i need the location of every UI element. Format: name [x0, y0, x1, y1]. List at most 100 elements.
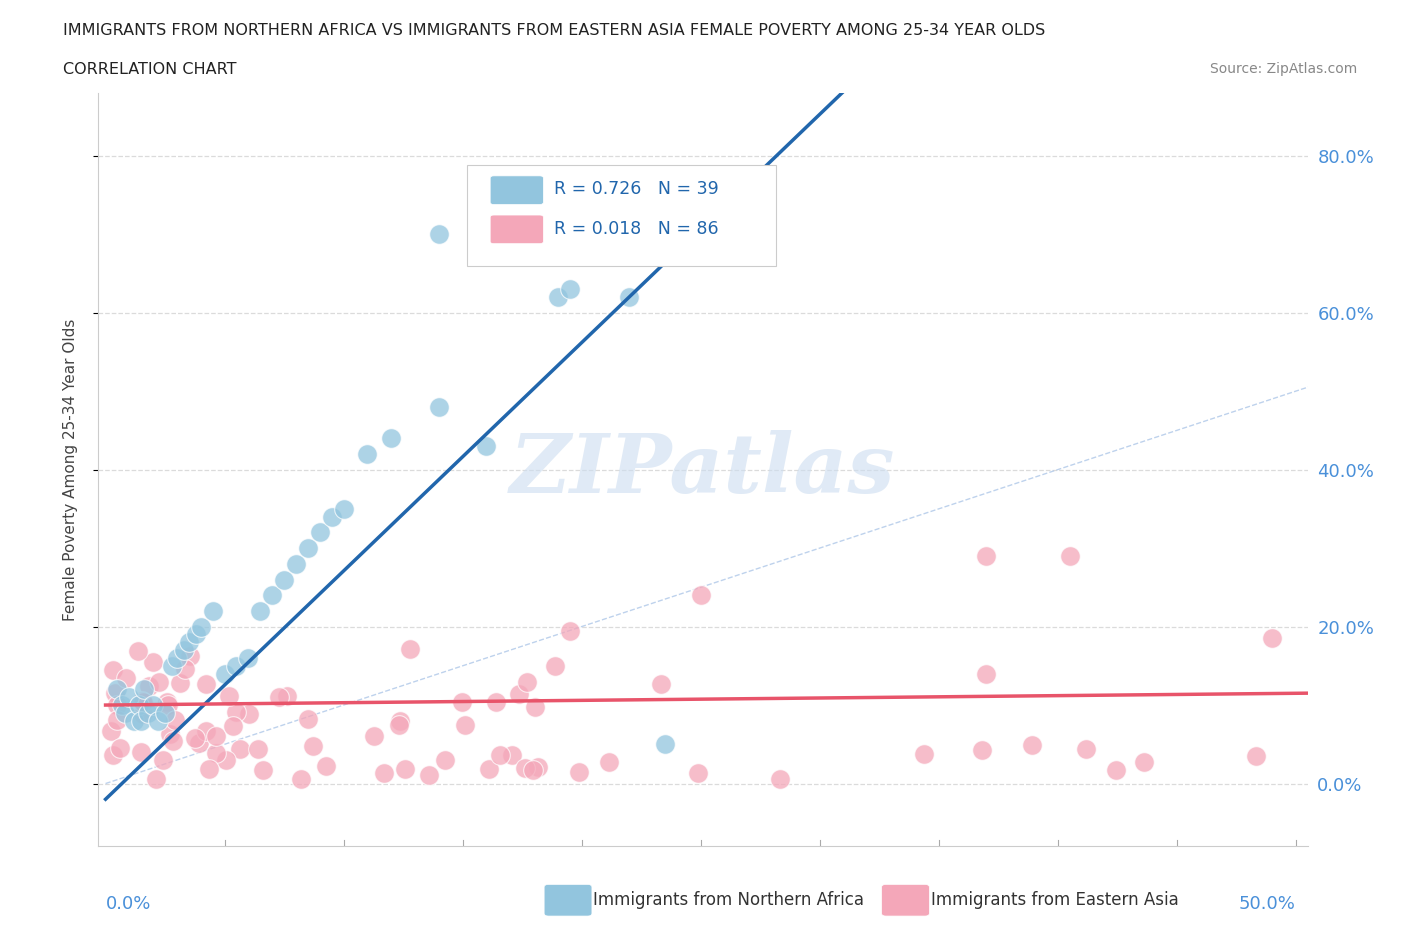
Point [273, 572, 295, 587]
Point [247, 741, 270, 756]
Point [485, 695, 508, 710]
Point [974, 549, 997, 564]
Point [221, 719, 243, 734]
Point [619, 289, 641, 304]
Point [156, 695, 179, 710]
Point [1261, 631, 1284, 645]
Point [654, 737, 676, 751]
Point [100, 724, 122, 738]
Point [380, 431, 402, 445]
Text: 0.0%: 0.0% [105, 895, 150, 913]
Point [1021, 738, 1043, 753]
Point [297, 711, 319, 726]
Point [105, 712, 128, 727]
Point [526, 760, 548, 775]
Point [451, 694, 474, 709]
Point [107, 682, 129, 697]
Point [101, 748, 124, 763]
Point [127, 644, 149, 658]
Point [145, 771, 167, 786]
Point [238, 707, 260, 722]
Point [152, 752, 174, 767]
Point [1244, 749, 1267, 764]
Point [162, 733, 184, 748]
Point [399, 642, 422, 657]
Point [308, 525, 330, 539]
Point [148, 674, 170, 689]
Point [146, 713, 169, 728]
Point [1076, 741, 1098, 756]
Point [225, 704, 247, 719]
Text: IMMIGRANTS FROM NORTHERN AFRICA VS IMMIGRANTS FROM EASTERN ASIA FEMALE POVERTY A: IMMIGRANTS FROM NORTHERN AFRICA VS IMMIG… [63, 23, 1046, 38]
Point [198, 762, 221, 777]
Point [156, 698, 179, 712]
Point [1059, 549, 1081, 564]
Point [262, 588, 284, 603]
Point [598, 754, 620, 769]
Point [558, 282, 581, 297]
Point [543, 658, 565, 673]
Point [454, 717, 477, 732]
Text: Immigrants from Eastern Asia: Immigrants from Eastern Asia [931, 891, 1178, 910]
Point [970, 742, 993, 757]
Point [489, 748, 512, 763]
Point [388, 713, 411, 728]
Point [205, 729, 228, 744]
Point [689, 588, 711, 603]
Point [418, 768, 440, 783]
Point [132, 695, 155, 710]
Point [184, 627, 207, 642]
Point [433, 752, 456, 767]
Point [205, 746, 228, 761]
Point [142, 698, 165, 712]
Text: ZIPatlas: ZIPatlas [510, 430, 896, 510]
Point [142, 655, 165, 670]
Point [111, 698, 134, 712]
Point [276, 689, 298, 704]
Text: 50.0%: 50.0% [1239, 895, 1296, 913]
Point [356, 446, 378, 461]
Point [252, 763, 274, 777]
Point [153, 706, 176, 721]
Point [501, 747, 523, 762]
Point [190, 619, 212, 634]
Point [321, 510, 343, 525]
Point [101, 662, 124, 677]
Point [301, 738, 323, 753]
Point [110, 741, 132, 756]
Point [195, 677, 218, 692]
Point [138, 706, 160, 721]
FancyBboxPatch shape [491, 215, 543, 244]
Point [166, 651, 188, 666]
Point [373, 765, 395, 780]
Point [177, 635, 200, 650]
Point [118, 690, 141, 705]
Point [1133, 755, 1156, 770]
Point [523, 700, 546, 715]
Point [114, 706, 136, 721]
Point [215, 753, 238, 768]
Point [249, 604, 271, 618]
Point [547, 289, 569, 304]
Point [187, 736, 209, 751]
FancyBboxPatch shape [467, 165, 776, 266]
Point [131, 707, 153, 722]
Point [107, 698, 129, 712]
Point [363, 729, 385, 744]
Point [427, 227, 450, 242]
Point [475, 439, 498, 454]
Point [159, 727, 181, 742]
Point [974, 666, 997, 681]
Point [508, 687, 530, 702]
Point [160, 658, 183, 673]
Point [115, 671, 138, 685]
Point [285, 556, 308, 571]
Point [129, 713, 152, 728]
Point [297, 540, 319, 555]
Point [290, 772, 312, 787]
Point [522, 763, 544, 777]
Point [238, 651, 260, 666]
Point [194, 724, 217, 738]
Point [132, 682, 155, 697]
Point [179, 648, 201, 663]
